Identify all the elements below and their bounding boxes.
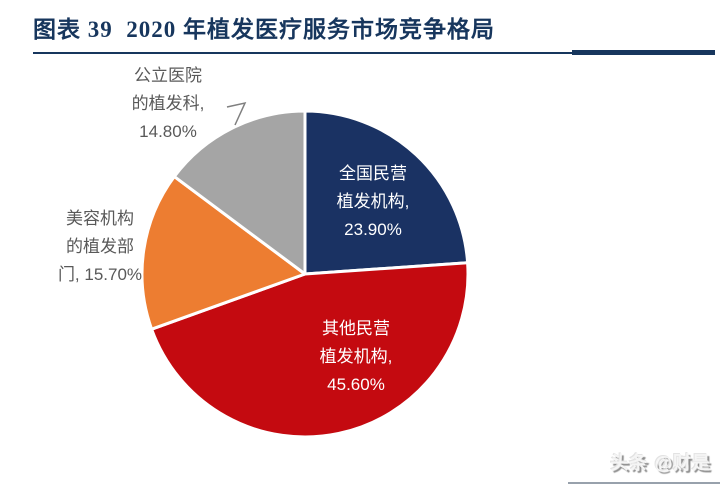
watermark-text: 头条 @财是 [610,453,711,473]
pie-label-line: 全国民营 [339,164,407,183]
pie-slice-public-hospital [172,109,307,276]
pie-label-line: 的植发科, [131,94,205,113]
pie-label-other-private: 其他民营 植发机构, 45.60% [295,315,417,399]
pie-slice-beauty-org [140,175,307,331]
public-hospital-leader-line [226,101,247,126]
title-underline-thick [572,50,715,55]
pie-label-beauty-org: 美容机构 的植发部 门, 15.70% [36,205,164,289]
pie-label-line: 植发机构, [336,192,410,211]
watermark-underline [568,482,720,484]
pie-label-line: 的植发部 [66,237,134,256]
pie-label-national-private: 全国民营 植发机构, 23.90% [312,160,434,244]
pie-slice-national-private [303,109,470,276]
pie-label-value: 45.60% [327,375,385,394]
pie-label-line: 公立医院 [134,66,202,85]
page-title: 图表 39 2020 年植发医疗服务市场竞争格局 [33,17,495,42]
pie-label-value: 14.80% [139,122,197,141]
title-underline-thin [33,52,572,54]
pie-label-line: 植发机构, [319,347,393,366]
pie-label-line: 其他民营 [322,319,390,338]
pie-label-line: 美容机构 [66,209,134,228]
pie-label-public-hospital: 公立医院 的植发科, 14.80% [106,62,230,146]
pie-slices-group [140,109,470,439]
pie-slice-other-private [150,261,470,439]
pie-label-value: 23.90% [344,220,402,239]
pie-label-value: 门, 15.70% [57,265,143,284]
